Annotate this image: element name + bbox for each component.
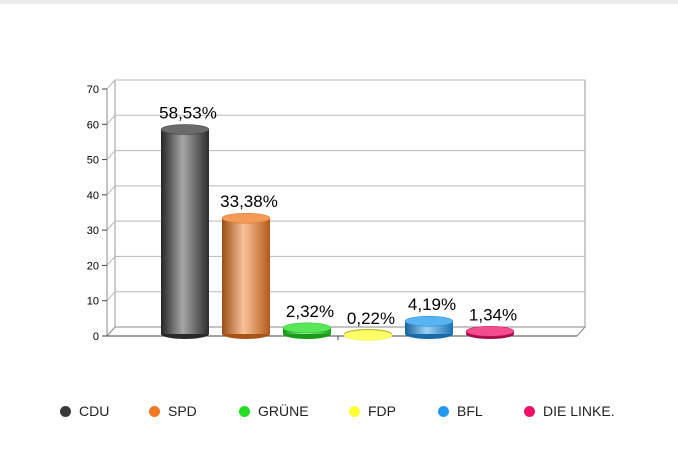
- data-label: 4,19%: [408, 295, 456, 314]
- grid-line: [106, 150, 585, 160]
- legend-label: DIE LINKE.: [543, 403, 615, 419]
- legend-item-spd: SPD: [149, 401, 197, 421]
- data-label: 33,38%: [220, 192, 278, 211]
- y-tick-label: 70: [87, 84, 99, 96]
- bars: [160, 124, 515, 341]
- legend-item-fdp: FDP: [349, 401, 396, 421]
- legend-item-dielinke: DIE LINKE.: [524, 401, 615, 421]
- y-tick-label: 50: [87, 155, 99, 167]
- grid-line: [106, 185, 585, 196]
- legend-label: FDP: [368, 403, 396, 419]
- bar-cdu: [160, 124, 210, 339]
- grid-line: [106, 291, 585, 302]
- bar-spd: [221, 212, 271, 339]
- y-tick-label: 0: [93, 331, 99, 343]
- legend-item-grne: GRÜNE: [239, 401, 309, 421]
- legend-label: CDU: [79, 403, 110, 419]
- y-tick-label: 60: [87, 119, 99, 131]
- legend-label: GRÜNE: [258, 403, 309, 419]
- bar-fdp: [343, 329, 393, 341]
- legend-swatch: [149, 405, 160, 417]
- legend-swatch: [524, 405, 535, 417]
- grid-line: [106, 255, 585, 266]
- legend-swatch: [438, 405, 449, 417]
- bar-dielinke: [465, 326, 515, 339]
- y-tick-label: 10: [87, 296, 99, 308]
- legend: CDU SPD GRÜNE FDP BFL DIE LINKE.: [0, 401, 678, 421]
- y-tick-label: 20: [87, 260, 99, 272]
- bar-grne: [282, 322, 332, 339]
- grid-line: [106, 114, 585, 125]
- grid-line: [106, 79, 585, 90]
- legend-swatch: [60, 405, 71, 417]
- y-tick-label: 40: [87, 190, 99, 202]
- legend-item-cdu: CDU: [60, 401, 109, 421]
- data-label: 58,53%: [159, 103, 217, 122]
- data-label: 1,34%: [469, 305, 517, 324]
- data-labels: 58,53% 33,38% 2,32% 0,22% 4,19% 1,34%: [159, 103, 517, 328]
- grid-line: [106, 220, 585, 231]
- y-tick-label: 30: [87, 225, 99, 237]
- bar-bfl: [404, 315, 454, 339]
- legend-swatch: [349, 405, 360, 417]
- grid-lines: [106, 79, 585, 302]
- legend-label: SPD: [168, 403, 197, 419]
- legend-label: BFL: [457, 403, 483, 419]
- legend-swatch: [239, 405, 250, 417]
- y-axis-ticks: 0 10 20 30 40 50 60 70: [87, 84, 107, 343]
- data-label: 2,32%: [286, 302, 334, 321]
- legend-item-bfl: BFL: [438, 401, 483, 421]
- data-label: 0,22%: [347, 309, 395, 328]
- top-border: [0, 0, 678, 4]
